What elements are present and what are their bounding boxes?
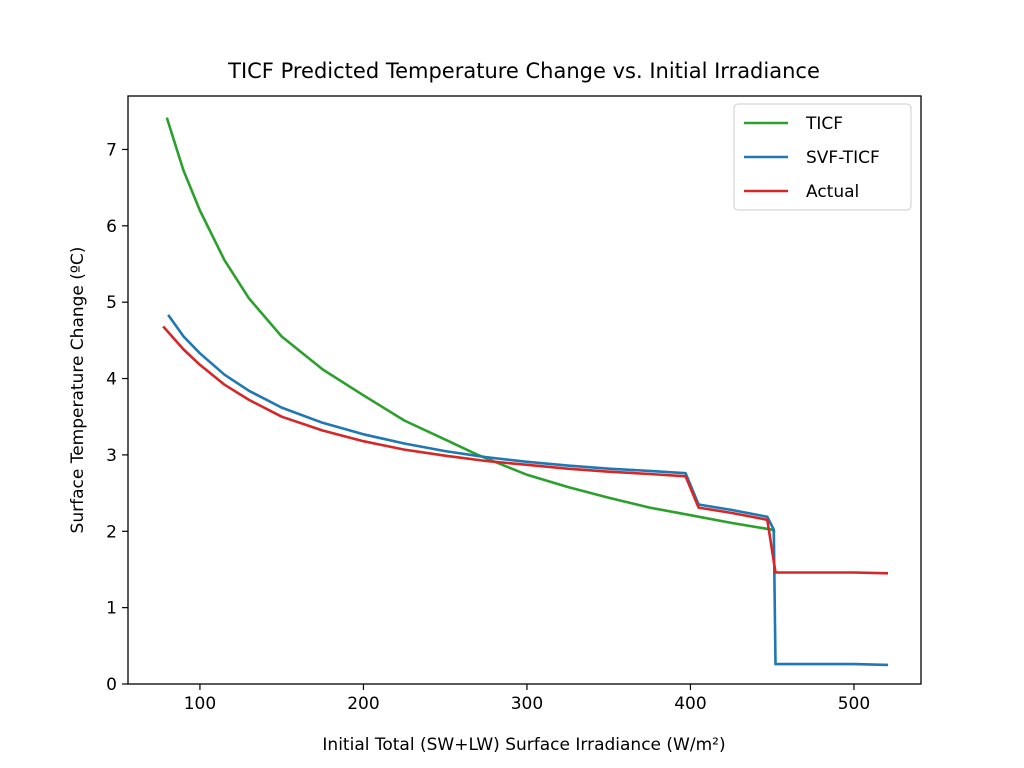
legend-label: SVF-TICF [806, 148, 880, 168]
legend-box [733, 103, 912, 211]
legend: TICF SVF-TICF Actual [733, 103, 912, 211]
y-tick-label: 4 [106, 370, 117, 390]
axes-frame [127, 95, 922, 685]
x-axis-ticks: 100 200 300 400 500 [184, 684, 870, 714]
chart-title: TICF Predicted Temperature Change vs. In… [227, 59, 820, 83]
y-tick-label: 7 [106, 140, 117, 160]
y-axis-ticks: 0 1 2 3 4 5 6 7 [106, 140, 128, 695]
series-line-svf-ticf [167, 314, 889, 667]
y-tick-label: 3 [106, 446, 117, 466]
plot-lines [162, 117, 889, 667]
legend-label: Actual [806, 182, 859, 202]
x-tick-label: 100 [184, 694, 216, 714]
y-tick-label: 5 [106, 293, 117, 313]
x-tick-label: 400 [674, 694, 706, 714]
legend-label: TICF [805, 114, 843, 134]
y-tick-label: 6 [106, 217, 117, 237]
y-tick-label: 2 [106, 522, 117, 542]
x-tick-label: 200 [347, 694, 379, 714]
series-line-ticf [165, 117, 776, 534]
series-line-actual [162, 325, 889, 575]
x-tick-label: 500 [838, 694, 870, 714]
x-axis-label: Initial Total (SW+LW) Surface Irradiance… [322, 735, 725, 755]
y-tick-label: 1 [106, 599, 117, 619]
x-tick-label: 300 [511, 694, 543, 714]
y-axis-label: Surface Temperature Change (ºC) [68, 247, 88, 534]
y-tick-label: 0 [106, 675, 117, 695]
